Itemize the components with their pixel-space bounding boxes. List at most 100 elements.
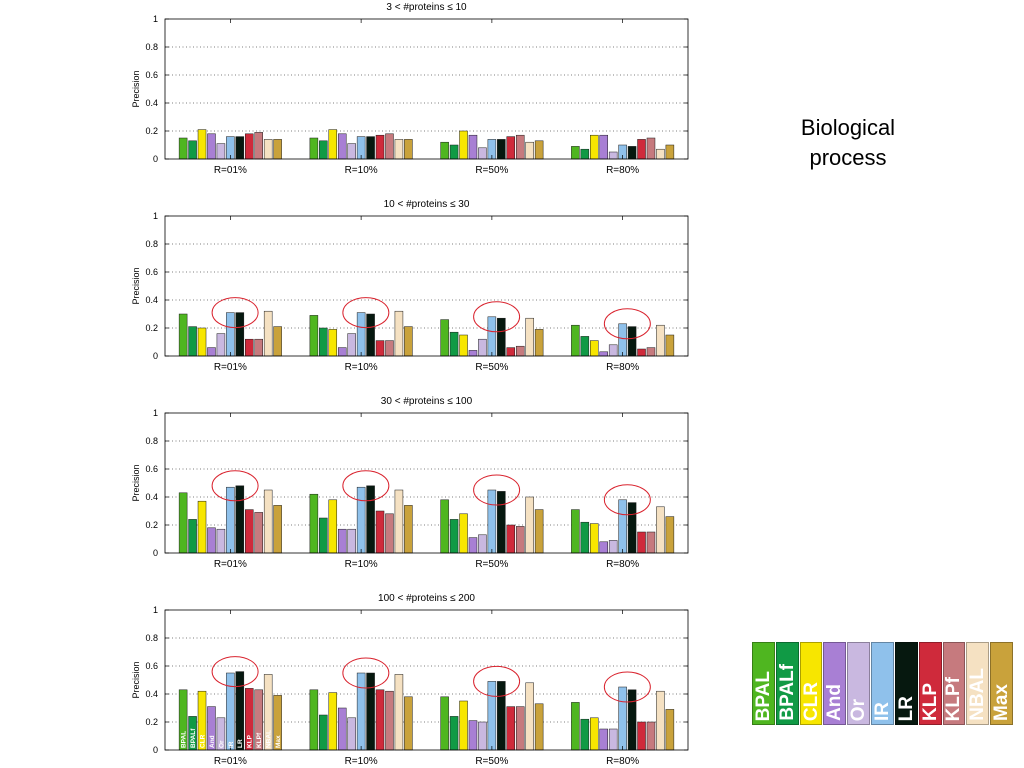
y-tick-label: 0.2 <box>145 323 158 333</box>
bar-bpalf <box>580 148 590 160</box>
bar-bpalf <box>188 140 197 160</box>
legend-label: KLPf <box>943 676 965 721</box>
bar-lr <box>235 136 245 160</box>
bar-bpalf <box>580 336 590 357</box>
bar-klpf <box>385 513 394 554</box>
bar-and <box>468 134 478 160</box>
bar-group-r-10 <box>309 672 413 751</box>
x-tick-label: R=01% <box>214 756 247 767</box>
bar-group-r-01 <box>178 129 282 160</box>
bar-or <box>478 721 487 751</box>
bar-lr <box>366 136 375 160</box>
bar-klpf <box>254 512 263 554</box>
bar-bpal <box>309 315 319 357</box>
bar-clr <box>328 129 338 160</box>
bar-clr <box>328 329 338 357</box>
bar-bpal <box>571 509 580 554</box>
bar-label: LR <box>237 739 244 748</box>
bar-clr <box>590 340 599 357</box>
bar-nbal <box>394 139 404 160</box>
bar-clr <box>328 692 338 751</box>
bar-group-r-01 <box>178 310 282 357</box>
bar-or <box>608 728 618 751</box>
bar-clr <box>197 129 207 160</box>
x-tick-label: R=80% <box>606 165 639 176</box>
bar-nbal <box>394 489 404 554</box>
bar-klp <box>506 347 516 357</box>
bar-group-r-80 <box>571 686 675 751</box>
highlight-circle <box>342 470 390 502</box>
bar-klpf <box>515 134 525 160</box>
bar-and <box>599 134 608 160</box>
legend-item-or: Or <box>847 642 871 725</box>
bar-label: Or <box>218 740 225 748</box>
legend-label: LR <box>895 695 917 721</box>
highlight-circle <box>211 470 259 502</box>
bar-klp <box>637 721 646 751</box>
legend: BPAL BPALf CLR And Or IR LR KLP KLPf NBAL Max <box>752 642 1014 725</box>
bar-max <box>665 334 675 357</box>
highlight-circle <box>603 484 651 516</box>
chart-title: 30 < #proteins ≤ 100 <box>381 396 473 407</box>
legend-item-bpalf: BPALf <box>775 642 799 725</box>
y-tick-label: 0.4 <box>145 98 158 108</box>
bar-bpalf <box>449 519 459 554</box>
bar-lr <box>627 502 637 554</box>
y-tick-label: 0.4 <box>145 295 158 305</box>
highlight-circle <box>473 665 521 697</box>
bar-klp <box>637 531 646 554</box>
bar-and <box>468 350 478 357</box>
bar-klpf <box>646 531 656 554</box>
x-tick-label: R=50% <box>475 756 508 767</box>
bar-and <box>337 133 347 160</box>
y-tick-label: 0.4 <box>145 689 158 699</box>
bar-max <box>404 326 413 357</box>
legend-item-nbal: NBAL <box>966 642 990 725</box>
y-tick-label: 1 <box>153 408 158 418</box>
bar-klpf <box>254 338 263 357</box>
bar-and <box>468 720 478 751</box>
bar-clr <box>197 500 207 554</box>
bar-max <box>273 505 282 554</box>
bar-nbal <box>656 148 665 160</box>
bar-clr <box>459 130 468 160</box>
bar-and <box>337 707 347 751</box>
bar-and <box>337 528 347 554</box>
y-tick-label: 0.8 <box>145 42 158 52</box>
bar-klpf <box>646 721 656 751</box>
bar-nbal <box>656 324 665 357</box>
y-tick-label: 0.4 <box>145 492 158 502</box>
bar-lr <box>366 485 375 554</box>
bar-lr <box>627 146 637 160</box>
bar-klp <box>375 340 385 357</box>
bar-lr <box>497 317 506 357</box>
bar-lr <box>235 671 245 751</box>
y-tick-label: 0 <box>153 745 158 755</box>
bar-klp <box>506 706 516 751</box>
bar-group-r-01 <box>178 485 282 554</box>
bar-klpf <box>646 347 656 357</box>
legend-label: And <box>824 684 846 721</box>
legend-item-and: And <box>823 642 847 725</box>
bar-ir <box>487 489 497 554</box>
x-tick-label: R=80% <box>606 559 639 570</box>
bar-label: CLR <box>199 734 206 748</box>
x-tick-label: R=10% <box>345 362 378 373</box>
bar-max <box>273 326 282 357</box>
bar-and <box>207 133 216 160</box>
y-tick-label: 0 <box>153 154 158 164</box>
bar-label: BPALf <box>190 728 197 748</box>
x-tick-label: R=01% <box>214 559 247 570</box>
bar-max <box>404 505 413 554</box>
chart-panel-3: 30 < #proteins ≤ 100 0 0.2 0.4 0.6 0.8 1 R=01% R… <box>131 396 689 570</box>
bar-klpf <box>515 706 525 751</box>
bar-max <box>534 703 544 751</box>
bar-bpalf <box>449 331 459 357</box>
bar-bpalf <box>580 521 590 554</box>
legend-item-clr: CLR <box>799 642 823 725</box>
bar-max <box>404 139 413 160</box>
legend-label: IR <box>871 702 893 721</box>
bar-nbal <box>263 310 273 357</box>
chart-title: 3 < #proteins ≤ 10 <box>386 2 467 13</box>
